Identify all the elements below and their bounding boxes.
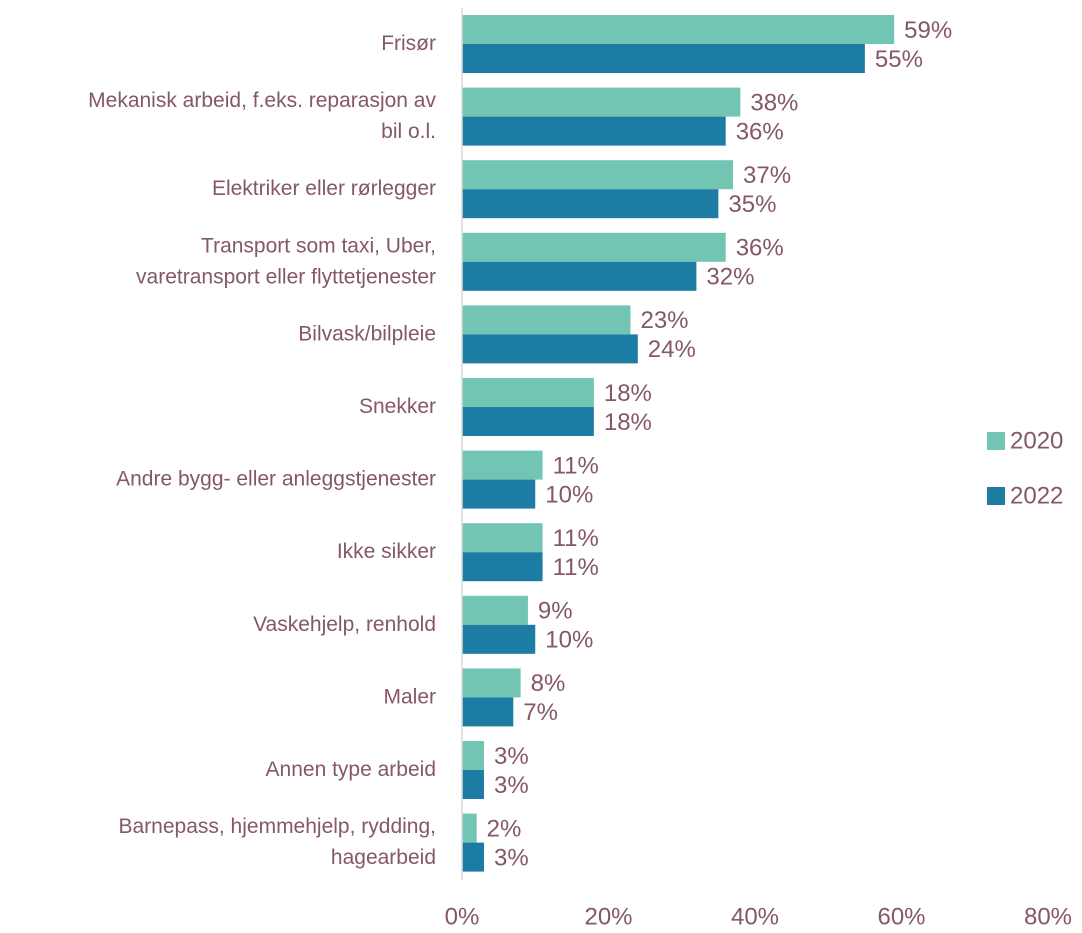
bar: [462, 479, 536, 509]
category-label: Bilvask/bilpleie: [298, 322, 436, 345]
bar: [462, 189, 719, 219]
bar: [462, 305, 631, 335]
value-label: 3%: [494, 743, 529, 770]
bar: [462, 741, 484, 770]
bar: [462, 378, 594, 407]
legend-swatch: [987, 487, 1005, 505]
x-tick-label: 80%: [1024, 903, 1072, 930]
value-label: 38%: [750, 89, 798, 116]
x-tick-label: 40%: [731, 903, 779, 930]
value-label: 18%: [604, 380, 652, 407]
category-label: Andre bygg- eller anleggstjenester: [116, 467, 436, 490]
value-label: 7%: [523, 699, 558, 726]
bar: [462, 523, 543, 553]
bar: [462, 595, 528, 625]
value-label: 11%: [553, 525, 599, 552]
bar: [462, 87, 741, 117]
legend-label: 2022: [1010, 482, 1063, 509]
x-tick-label: 0%: [445, 903, 480, 930]
bar: [462, 232, 726, 262]
category-label: Vaskehjelp, renhold: [253, 612, 436, 635]
x-tick-label: 60%: [877, 903, 925, 930]
category-label: Transport som taxi, Uber, varetransport e…: [136, 234, 436, 288]
x-tick-label: 20%: [584, 903, 632, 930]
value-label: 2%: [487, 815, 522, 842]
value-label: 59%: [904, 17, 952, 44]
bar: [462, 770, 484, 799]
value-label: 55%: [875, 46, 923, 73]
bar: [462, 668, 521, 698]
value-label: 36%: [736, 118, 784, 145]
value-label: 37%: [743, 162, 791, 189]
value-label: 10%: [545, 481, 593, 508]
bar: [462, 160, 734, 190]
legend-swatch: [987, 432, 1005, 450]
value-label: 11%: [553, 554, 599, 581]
bar: [462, 697, 514, 727]
value-label: 18%: [604, 409, 652, 436]
value-label: 3%: [494, 772, 529, 799]
bar: [462, 261, 697, 291]
category-label: Annen type arbeid: [266, 758, 436, 781]
bar: [462, 842, 484, 872]
value-label: 23%: [640, 307, 688, 334]
value-label: 3%: [494, 844, 529, 871]
bar: [462, 334, 638, 364]
bar: [462, 116, 726, 146]
category-label: Barnepass, hjemmehjelp, rydding, hagearbe…: [118, 815, 436, 869]
value-label: 36%: [736, 235, 784, 262]
value-label: 9%: [538, 598, 573, 625]
category-label: Mekanisk arbeid, f.eks. reparasjon av bil…: [88, 89, 436, 143]
value-label: 10%: [545, 627, 593, 654]
bar: [462, 813, 477, 843]
bar: [462, 450, 543, 480]
value-label: 35%: [728, 191, 776, 218]
category-label: Snekker: [359, 395, 436, 418]
bar: [462, 15, 895, 44]
bar: [462, 407, 594, 436]
bar: [462, 624, 536, 654]
bar: [462, 552, 543, 582]
value-label: 24%: [648, 336, 696, 363]
value-label: 8%: [531, 670, 566, 697]
value-label: 11%: [553, 452, 599, 479]
legend-label: 2020: [1010, 427, 1063, 454]
category-label: Maler: [383, 685, 436, 708]
category-label: Elektriker eller rørlegger: [212, 177, 436, 200]
category-label: Ikke sikker: [337, 540, 436, 563]
value-label: 32%: [706, 264, 754, 291]
category-label: Frisør: [381, 32, 436, 55]
bar: [462, 44, 865, 73]
